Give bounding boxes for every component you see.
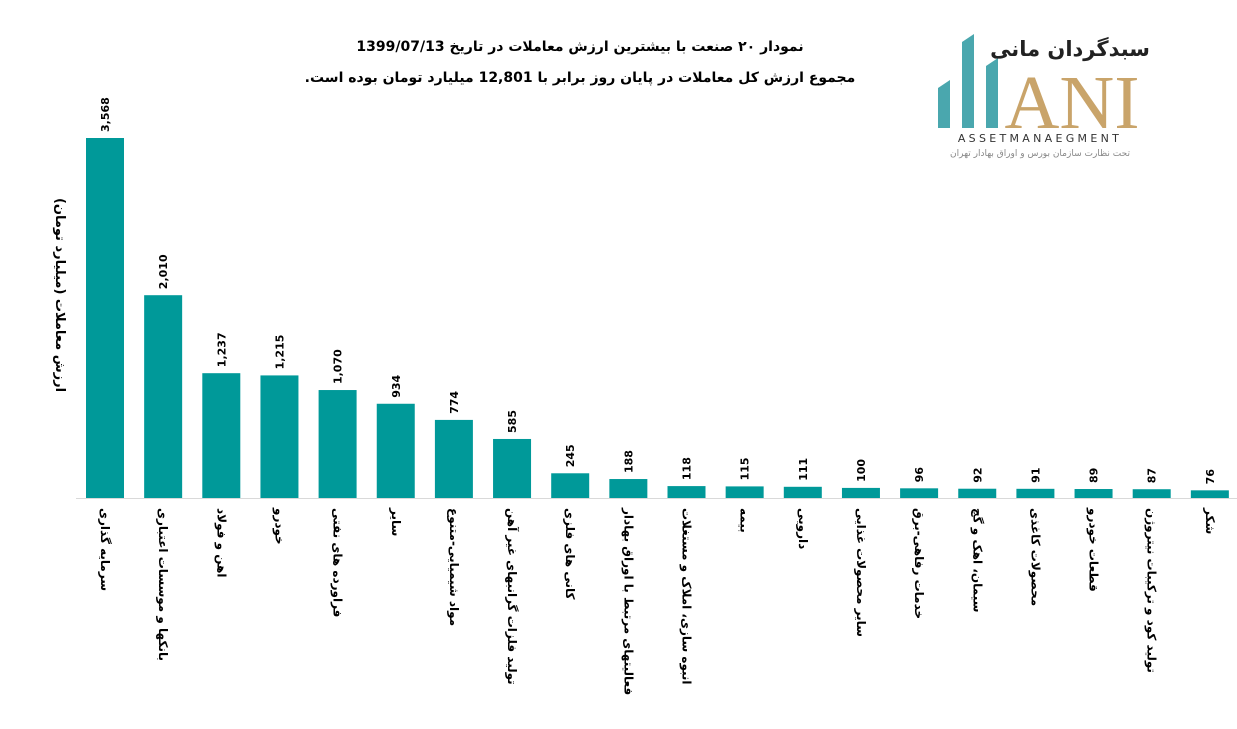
logo-tagline: ASSETMANAEGMENT xyxy=(958,132,1122,145)
x-tick-label: فراورده های نفتی xyxy=(330,508,345,617)
y-axis-label: ارزش معاملات (میلیارد تومان) xyxy=(52,198,67,392)
bar xyxy=(725,486,764,498)
data-label: 76 xyxy=(1204,469,1217,485)
bar xyxy=(144,295,183,498)
data-label: 92 xyxy=(971,467,984,482)
logo-subtitle: تحت نظارت سازمان بورس و اوراق بهادار تهر… xyxy=(950,149,1130,159)
data-label: 3,568 xyxy=(99,97,112,132)
company-logo: سبدگردان مانی ANI ASSETMANAEGMENT تحت نظ… xyxy=(930,30,1150,165)
x-tick-label: بیمه xyxy=(738,508,752,533)
chart-title: نمودار ۲۰ صنعت با بیشترین ارزش معاملات د… xyxy=(356,39,804,55)
x-tick-label: سرمایه گذاری xyxy=(98,508,112,591)
bar xyxy=(434,419,473,498)
data-label: 100 xyxy=(855,459,868,482)
data-label: 1,215 xyxy=(273,335,286,370)
bar xyxy=(900,488,939,498)
x-tick-label: مواد شیمیایی-متنوع xyxy=(446,508,461,626)
bar xyxy=(1190,490,1229,498)
logo-mark: ANI xyxy=(1004,61,1139,145)
data-label: 91 xyxy=(1029,468,1042,483)
bar xyxy=(551,473,590,498)
bar xyxy=(318,390,357,498)
x-tick-label: شکر xyxy=(1203,507,1217,534)
data-label: 2,010 xyxy=(157,254,170,289)
data-label: 89 xyxy=(1088,468,1101,483)
logo-bar-2 xyxy=(962,34,974,128)
data-label: 245 xyxy=(564,444,577,467)
data-label: 188 xyxy=(622,450,635,473)
bar xyxy=(609,479,648,498)
data-label: 96 xyxy=(913,467,926,483)
data-label: 585 xyxy=(506,410,519,433)
x-tick-label: انبوه سازی، املاک و مستغلات xyxy=(679,508,694,685)
bar xyxy=(202,373,241,498)
x-tick-label: محصولات کاغذی xyxy=(1027,508,1042,606)
bar xyxy=(376,403,415,498)
x-tick-label: قطعات خودرو xyxy=(1086,507,1101,592)
x-tick-label: تولید فلزات گرانبهای غیر آهن xyxy=(504,508,520,685)
data-label: 1,237 xyxy=(215,332,228,367)
data-label: 774 xyxy=(448,391,461,414)
bar xyxy=(1016,488,1055,498)
logo-brand-fa: سبدگردان مانی xyxy=(990,36,1150,61)
logo-bar-3 xyxy=(986,58,998,128)
data-label: 934 xyxy=(390,374,403,397)
logo-bar-1 xyxy=(938,80,950,128)
x-tick-label: سیمان، اهک و گچ xyxy=(969,508,984,612)
logo-graphic: سبدگردان مانی ANI ASSETMANAEGMENT تحت نظ… xyxy=(938,34,1150,159)
x-tick-label: سایر محصولات غذایی xyxy=(853,508,868,637)
bar xyxy=(1132,489,1171,498)
bar xyxy=(493,438,532,498)
data-label: 115 xyxy=(739,457,752,480)
x-tick-label: سایر xyxy=(389,507,403,536)
data-label: 87 xyxy=(1146,468,1159,483)
x-tick-label: اهن و فولاد xyxy=(213,508,228,578)
bar xyxy=(958,488,997,498)
bar xyxy=(260,375,299,498)
chart-subtitle: مجموع ارزش کل معاملات در پایان روز برابر… xyxy=(304,70,856,86)
data-label: 1,070 xyxy=(332,349,345,384)
bar xyxy=(1074,489,1113,498)
bar xyxy=(86,138,124,498)
x-tick-label: بانکها و موسسات اعتباری xyxy=(155,508,170,661)
x-tick-label: دارویی xyxy=(795,508,810,549)
x-tick-label: خدمات رفاهی-برق xyxy=(912,508,926,619)
x-tick-label: کانی های فلزی xyxy=(563,508,577,600)
x-tick-label: تولید کود و ترکیبات نیتروژن xyxy=(1144,508,1159,673)
bar xyxy=(667,486,706,498)
data-label: 111 xyxy=(797,458,810,481)
data-label: 118 xyxy=(681,457,694,480)
bar xyxy=(841,487,880,498)
x-tick-label: خودرو xyxy=(271,507,286,545)
x-tick-label: فعالیتهای مرتبط با اوراق بهادار xyxy=(620,507,635,695)
bar xyxy=(783,486,822,498)
